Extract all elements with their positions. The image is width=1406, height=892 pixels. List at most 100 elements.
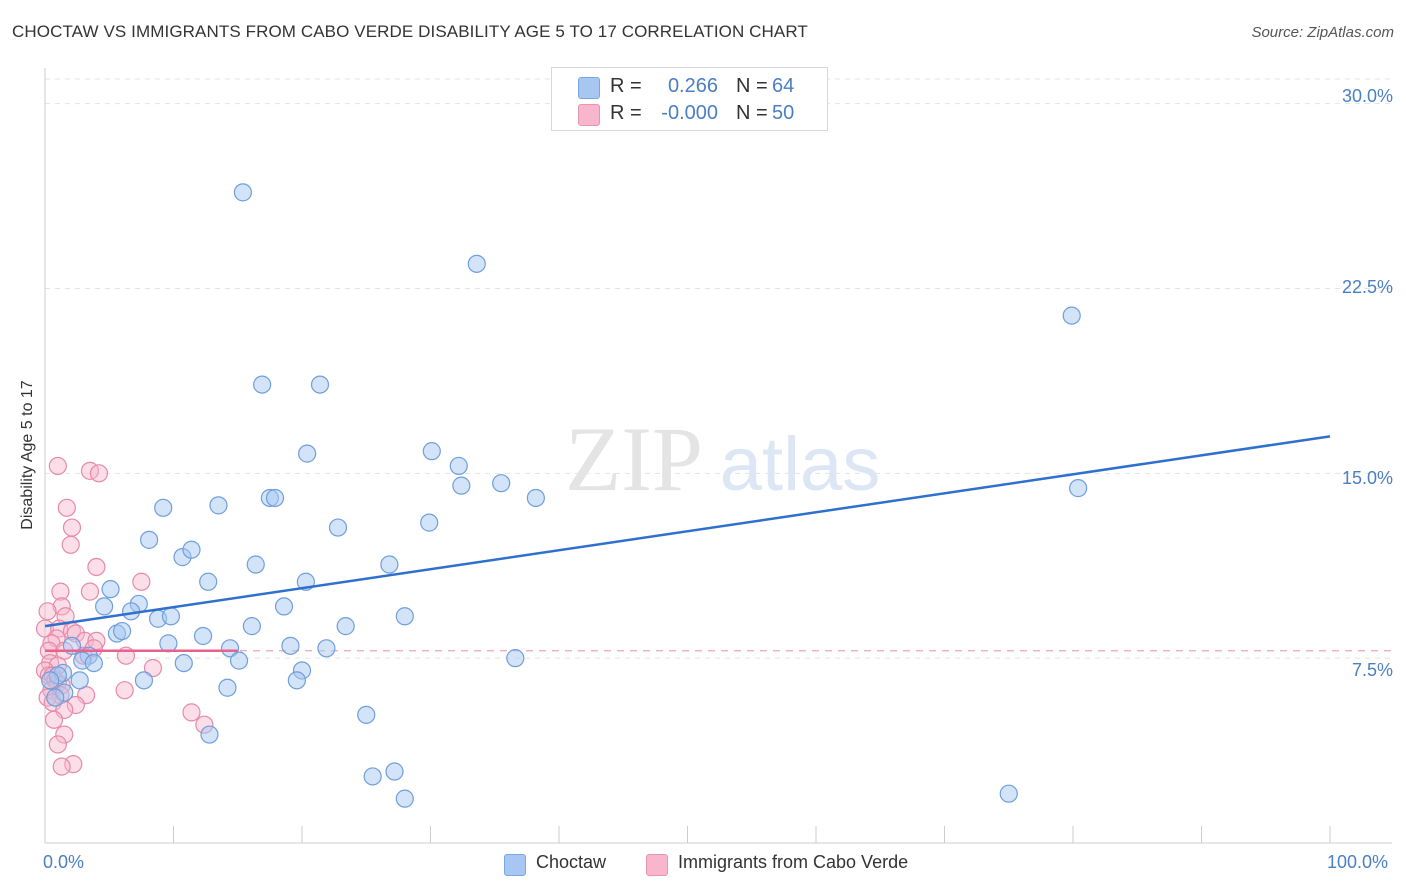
data-point-cabo-verde (64, 755, 83, 774)
data-point-choctaw (310, 375, 330, 394)
data-point-choctaw (253, 375, 272, 394)
data-point-choctaw (233, 183, 252, 202)
data-point-choctaw (506, 649, 525, 668)
data-point-choctaw (174, 653, 193, 673)
legend-label: Immigrants from Cabo Verde (678, 852, 909, 872)
data-point-choctaw (193, 626, 213, 646)
data-point-choctaw (161, 607, 181, 626)
watermark-atlas: atlas (720, 422, 881, 507)
data-point-cabo-verde (115, 681, 134, 700)
legend-r-label: R = (610, 102, 642, 124)
data-point-choctaw (452, 476, 471, 495)
data-point-choctaw (317, 639, 336, 658)
legend-swatch-pink (578, 104, 600, 126)
data-point-choctaw (385, 762, 404, 781)
data-point-cabo-verde (55, 725, 74, 744)
data-point-choctaw (526, 488, 545, 508)
data-point-choctaw (357, 705, 376, 724)
data-point-choctaw (1062, 306, 1081, 325)
data-point-choctaw (41, 671, 60, 690)
data-point-choctaw (209, 496, 228, 515)
data-point-choctaw (380, 555, 399, 574)
correlation-legend: R = 0.266 N = 64 R = -0.000 N = 50 (551, 67, 828, 131)
y-tick-label: 7.5% (1351, 660, 1393, 680)
data-point-choctaw (298, 444, 317, 463)
data-point-choctaw (139, 530, 159, 549)
legend-n-value: 64 (772, 75, 795, 97)
data-point-choctaw (363, 767, 382, 786)
legend-n-label: N = (736, 75, 768, 97)
y-tick-label: 30.0% (1341, 86, 1393, 106)
data-point-cabo-verde (66, 695, 85, 715)
data-point-choctaw (229, 651, 249, 670)
legend-r-value: 0.266 (667, 75, 718, 97)
data-point-choctaw (134, 671, 154, 690)
chart-title: CHOCTAW VS IMMIGRANTS FROM CABO VERDE DI… (12, 22, 808, 41)
legend-row-cabo-verde: R = -0.000 N = 50 (552, 102, 827, 128)
y-tick-label: 15.0% (1341, 468, 1393, 488)
source-label: Source: ZipAtlas.com (1251, 24, 1394, 41)
data-point-cabo-verde (87, 631, 106, 651)
data-point-cabo-verde (44, 710, 64, 729)
data-point-choctaw (492, 474, 511, 493)
data-point-choctaw (154, 498, 173, 517)
data-point-cabo-verde (182, 703, 201, 722)
data-point-cabo-verde (62, 518, 82, 537)
x-tick-label-end: 100.0% (1327, 852, 1389, 872)
data-point-cabo-verde (132, 572, 151, 591)
data-point-choctaw (395, 607, 414, 626)
y-tick-label: 22.5% (1341, 277, 1393, 297)
data-point-choctaw (449, 456, 468, 476)
data-point-choctaw (112, 621, 132, 641)
data-point-choctaw (328, 518, 348, 537)
data-point-choctaw (101, 580, 120, 599)
data-point-choctaw (265, 488, 285, 508)
data-point-choctaw (242, 617, 261, 636)
data-point-choctaw (395, 789, 414, 808)
data-point-choctaw (287, 671, 306, 690)
data-point-choctaw (1069, 479, 1088, 498)
legend-swatch-blue (504, 854, 526, 876)
data-point-choctaw (199, 572, 218, 591)
data-point-choctaw (274, 597, 294, 616)
data-point-cabo-verde (38, 602, 57, 621)
data-point-cabo-verde (48, 735, 67, 754)
data-point-choctaw (200, 725, 219, 744)
data-point-cabo-verde (143, 658, 163, 678)
data-point-choctaw (281, 636, 300, 655)
data-point-cabo-verde (80, 582, 100, 601)
data-point-choctaw (999, 784, 1018, 803)
legend-n-value: 50 (772, 102, 795, 124)
data-point-cabo-verde (52, 597, 71, 616)
legend-swatch-blue (578, 77, 600, 99)
data-point-choctaw (70, 671, 89, 690)
legend-label: Choctaw (536, 852, 607, 872)
data-point-cabo-verde (48, 456, 67, 476)
data-point-choctaw (220, 639, 240, 658)
data-point-cabo-verde (89, 464, 109, 483)
data-point-choctaw (159, 634, 178, 653)
data-point-choctaw (182, 540, 201, 559)
data-point-cabo-verde (57, 498, 76, 517)
legend-row-choctaw: R = 0.266 N = 64 (552, 75, 827, 101)
legend-r-label: R = (610, 75, 642, 97)
data-point-cabo-verde (51, 582, 70, 601)
data-point-choctaw (246, 555, 265, 574)
data-point-choctaw (84, 653, 103, 673)
watermark-zip: ZIP (565, 408, 703, 510)
data-point-choctaw (336, 617, 355, 636)
legend-r-value: -0.000 (661, 102, 718, 124)
data-point-cabo-verde (61, 535, 80, 554)
data-point-choctaw (46, 688, 65, 707)
data-point-choctaw (467, 254, 486, 273)
data-point-choctaw (420, 513, 439, 532)
legend-swatch-pink (646, 854, 668, 876)
x-tick-label-start: 0.0% (43, 852, 85, 872)
trend-line-choctaw (44, 435, 1331, 628)
data-point-cabo-verde (52, 757, 71, 776)
data-point-cabo-verde (87, 557, 106, 577)
data-point-choctaw (95, 597, 114, 616)
data-point-choctaw (422, 442, 441, 461)
data-point-choctaw (218, 678, 237, 697)
